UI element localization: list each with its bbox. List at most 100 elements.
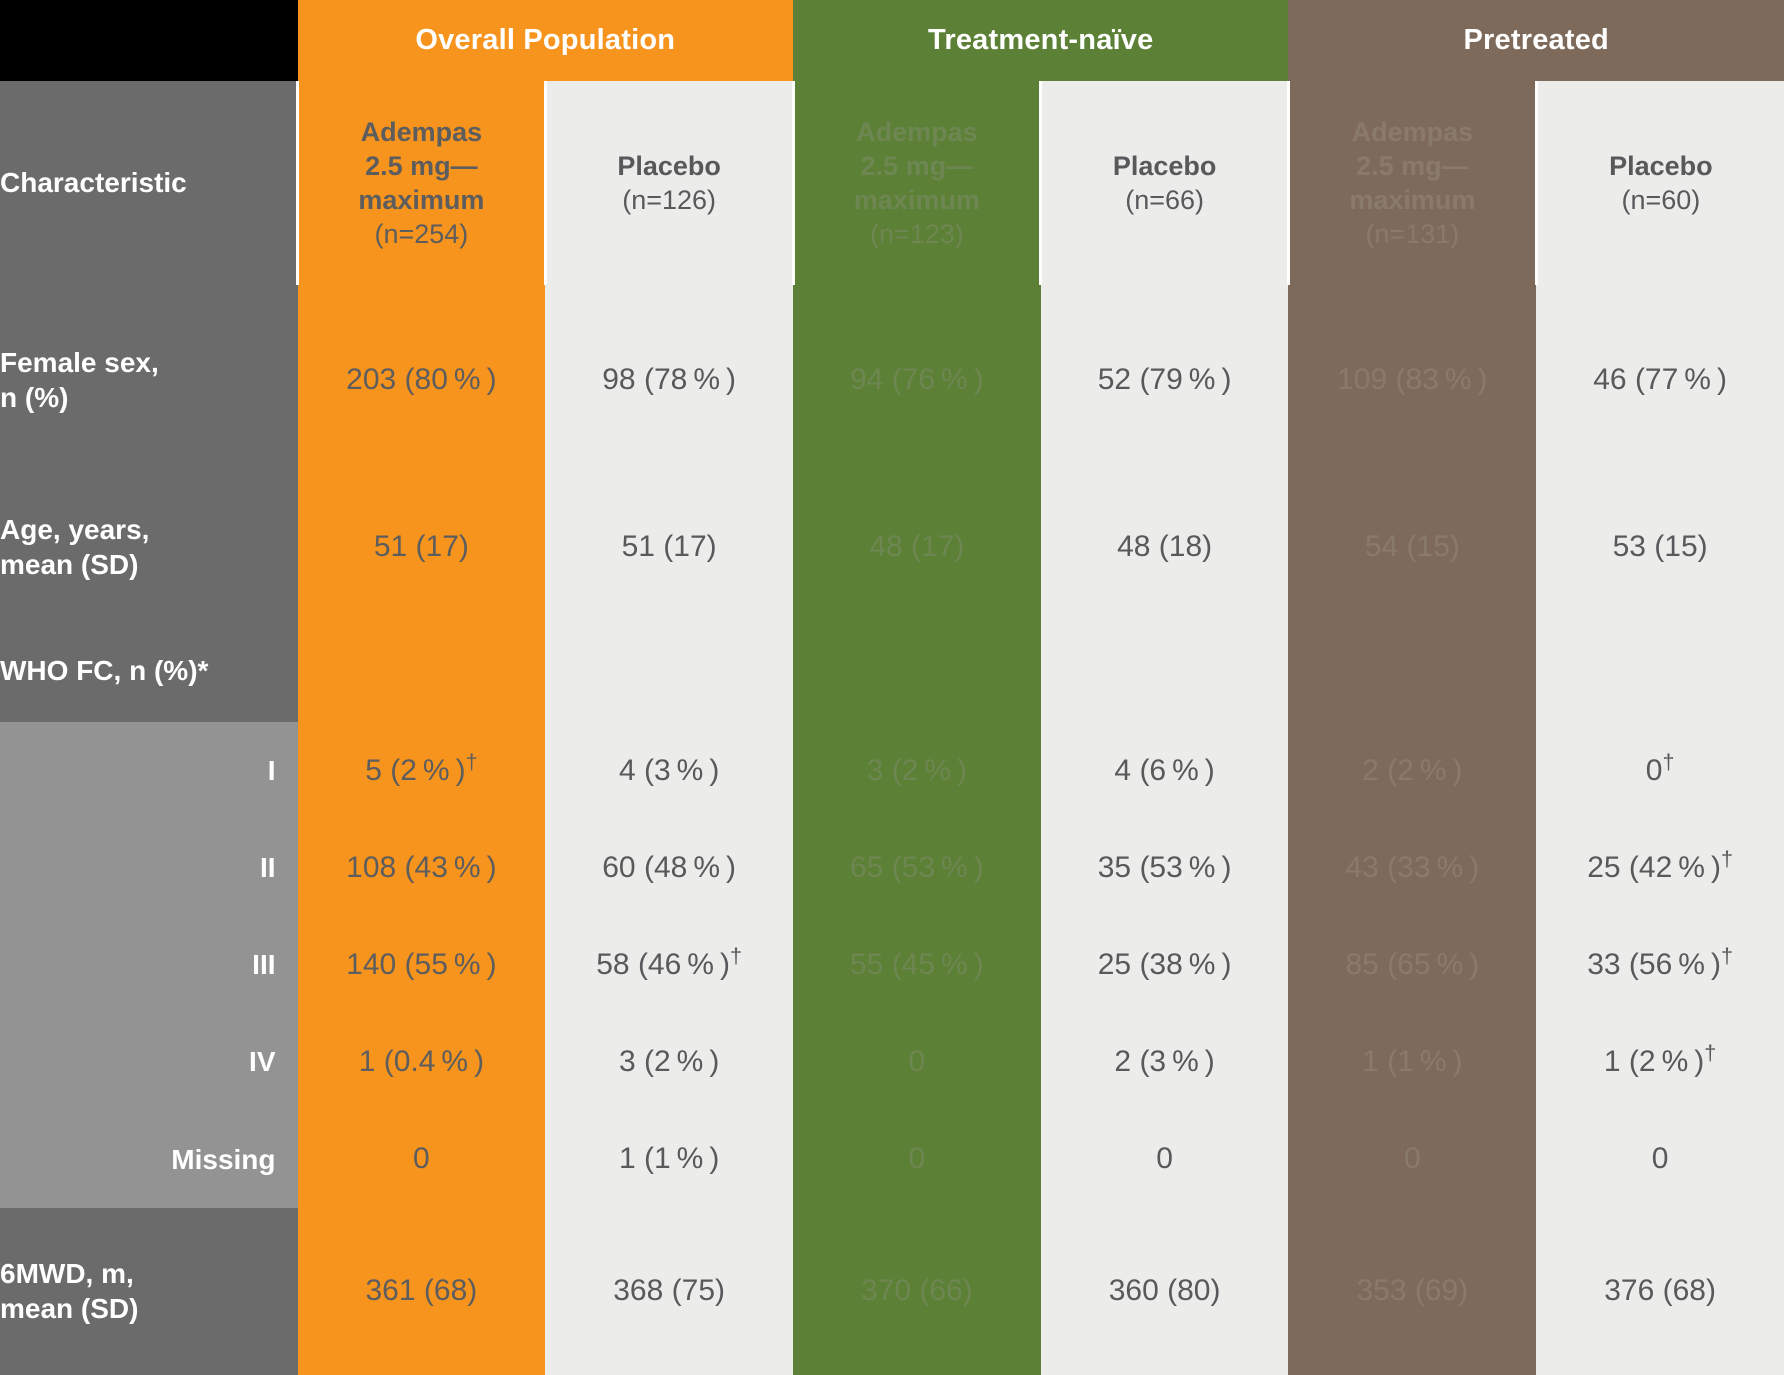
dagger-marker: † xyxy=(729,942,742,968)
column-header-placebo-naive: Placebo (n=66) xyxy=(1039,81,1289,286)
cell-fc2-placebo-naive: 35 (53 % ) xyxy=(1040,819,1289,917)
col-header-n: (n=126) xyxy=(622,185,717,216)
row-label-fc-missing: Missing xyxy=(0,1110,298,1208)
cell-fc1-placebo-naive: 4 (6 % ) xyxy=(1040,721,1289,820)
cell-fc1-placebo-pretreated: 0† xyxy=(1536,721,1784,820)
col-header-dose-line1: 2.5 mg— xyxy=(365,151,478,182)
cell-fc2-placebo-pretreated: 25 (42 % )† xyxy=(1536,819,1784,917)
col-header-n: (n=66) xyxy=(1125,185,1205,216)
table-row: I 5 (2 % )† 4 (3 % ) 3 (2 % ) 4 (6 % ) 2… xyxy=(0,721,1784,820)
cell-fc4-placebo-pretreated: 1 (2 % )† xyxy=(1536,1013,1784,1111)
col-header-name: Placebo xyxy=(1609,151,1713,182)
column-header-placebo-overall: Placebo (n=126) xyxy=(543,81,793,286)
row-label-line2: n (%) xyxy=(0,382,69,414)
table-row: WHO FC, n (%)* xyxy=(0,619,1784,722)
cell-fc3-placebo-overall: 58 (46 % )† xyxy=(545,916,793,1014)
cell-missing-placebo-naive: 0 xyxy=(1040,1110,1289,1208)
col-header-n: (n=123) xyxy=(869,219,964,250)
cell-whofc-adempas-pretreated xyxy=(1288,619,1537,722)
row-label-line2: mean (SD) xyxy=(0,1293,139,1325)
cell-value: 33 (56 % ) xyxy=(1587,947,1721,981)
table-row: II 108 (43 % ) 60 (48 % ) 65 (53 % ) 35 … xyxy=(0,819,1784,917)
dagger-marker: † xyxy=(465,748,478,774)
column-header-adempas-naive: Adempas 2.5 mg— maximum (n=123) xyxy=(791,81,1041,286)
dagger-marker: † xyxy=(1662,748,1675,774)
cell-female-adempas-pretreated: 109 (83 % ) xyxy=(1288,285,1537,476)
cell-value: 1 (2 % ) xyxy=(1603,1044,1705,1078)
row-label-fc-iii: III xyxy=(0,916,298,1014)
col-header-dose-line1: 2.5 mg— xyxy=(1356,151,1469,182)
cell-6mwd-adempas-naive: 370 (66) xyxy=(793,1207,1041,1375)
column-header-adempas-pretreated: Adempas 2.5 mg— maximum (n=131) xyxy=(1286,81,1537,286)
corner-blank-cell xyxy=(0,0,298,82)
cell-female-adempas-overall: 203 (80 % ) xyxy=(297,285,546,476)
group-header-overall-population: Overall Population xyxy=(297,0,793,82)
row-label-fc-i: I xyxy=(0,721,298,820)
dagger-marker: † xyxy=(1720,845,1733,871)
row-label-age: Age, years, mean (SD) xyxy=(0,475,298,620)
cell-whofc-placebo-overall xyxy=(545,619,793,722)
cell-fc4-adempas-overall: 1 (0.4 % ) xyxy=(297,1013,546,1111)
cell-fc2-adempas-naive: 65 (53 % ) xyxy=(793,819,1041,917)
group-header-row: Overall Population Treatment-naïve Pretr… xyxy=(0,0,1784,82)
cell-age-placebo-pretreated: 53 (15) xyxy=(1536,475,1784,620)
row-label-line1: 6MWD, m, xyxy=(0,1258,134,1290)
row-label-line1: Age, years, xyxy=(0,514,150,546)
cell-female-placebo-naive: 52 (79 % ) xyxy=(1040,285,1289,476)
cell-fc4-placebo-naive: 2 (3 % ) xyxy=(1040,1013,1289,1111)
cell-missing-placebo-pretreated: 0 xyxy=(1536,1110,1784,1208)
row-label-female-sex: Female sex, n (%) xyxy=(0,285,298,476)
cell-fc1-adempas-pretreated: 2 (2 % ) xyxy=(1288,721,1537,820)
table-row: IV 1 (0.4 % ) 3 (2 % ) 0 2 (3 % ) 1 (1 %… xyxy=(0,1013,1784,1111)
cell-female-placebo-pretreated: 46 (77 % ) xyxy=(1536,285,1784,476)
column-header-adempas-overall: Adempas 2.5 mg— maximum (n=254) xyxy=(296,81,546,286)
column-header-row: Characteristic Adempas 2.5 mg— maximum (… xyxy=(0,81,1784,286)
col-header-n: (n=254) xyxy=(374,219,469,250)
col-header-name: Adempas xyxy=(360,117,483,148)
row-label-6mwd: 6MWD, m, mean (SD) xyxy=(0,1207,298,1375)
cell-fc3-adempas-overall: 140 (55 % ) xyxy=(297,916,546,1014)
group-header-treatment-naive: Treatment-naïve xyxy=(793,0,1289,82)
cell-fc4-placebo-overall: 3 (2 % ) xyxy=(545,1013,793,1111)
cell-value: 5 (2 % ) xyxy=(365,753,466,787)
col-header-name: Adempas xyxy=(1351,117,1474,148)
dagger-marker: † xyxy=(1720,942,1733,968)
col-header-n: (n=60) xyxy=(1621,185,1701,216)
col-header-dose-line2: maximum xyxy=(853,185,980,216)
row-label-fc-iv: IV xyxy=(0,1013,298,1111)
row-label-who-fc: WHO FC, n (%)* xyxy=(0,619,298,722)
cell-whofc-adempas-naive xyxy=(793,619,1041,722)
col-header-name: Placebo xyxy=(617,151,721,182)
col-header-dose-line2: maximum xyxy=(358,185,485,216)
cell-fc4-adempas-pretreated: 1 (1 % ) xyxy=(1288,1013,1537,1111)
cell-missing-adempas-pretreated: 0 xyxy=(1288,1110,1537,1208)
stub-header-characteristic: Characteristic xyxy=(0,81,298,286)
cell-age-placebo-naive: 48 (18) xyxy=(1040,475,1289,620)
cell-whofc-placebo-pretreated xyxy=(1536,619,1784,722)
cell-value: 0 xyxy=(1645,753,1663,787)
cell-6mwd-placebo-pretreated: 376 (68) xyxy=(1536,1207,1784,1375)
table-row: Female sex, n (%) 203 (80 % ) 98 (78 % )… xyxy=(0,285,1784,476)
cell-fc4-adempas-naive: 0 xyxy=(793,1013,1041,1111)
cell-fc1-adempas-naive: 3 (2 % ) xyxy=(793,721,1041,820)
row-label-fc-ii: II xyxy=(0,819,298,917)
cell-whofc-adempas-overall xyxy=(297,619,546,722)
cell-age-adempas-overall: 51 (17) xyxy=(297,475,546,620)
col-header-n: (n=131) xyxy=(1365,219,1460,250)
row-label-line1: Female sex, xyxy=(0,347,159,379)
table-row: Age, years, mean (SD) 51 (17) 51 (17) 48… xyxy=(0,475,1784,620)
col-header-dose-line1: 2.5 mg— xyxy=(860,151,974,182)
cell-fc2-adempas-pretreated: 43 (33 % ) xyxy=(1288,819,1537,917)
cell-fc2-adempas-overall: 108 (43 % ) xyxy=(297,819,546,917)
cell-6mwd-adempas-overall: 361 (68) xyxy=(297,1207,546,1375)
cell-female-placebo-overall: 98 (78 % ) xyxy=(545,285,793,476)
cell-fc3-adempas-naive: 55 (45 % ) xyxy=(793,916,1041,1014)
cell-missing-adempas-overall: 0 xyxy=(297,1110,546,1208)
cell-fc1-placebo-overall: 4 (3 % ) xyxy=(545,721,793,820)
cell-value: 25 (42 % ) xyxy=(1587,850,1721,884)
cell-fc3-placebo-pretreated: 33 (56 % )† xyxy=(1536,916,1784,1014)
cell-fc2-placebo-overall: 60 (48 % ) xyxy=(545,819,793,917)
cell-female-adempas-naive: 94 (76 % ) xyxy=(793,285,1041,476)
